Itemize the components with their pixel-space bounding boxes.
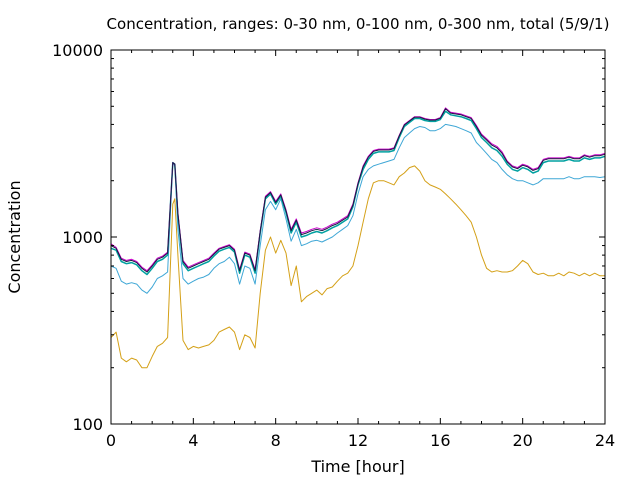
series-line-1	[110, 165, 605, 369]
x-tick-label: 16	[430, 431, 450, 450]
x-tick-label: 8	[271, 431, 281, 450]
y-axis-label: Concentration	[5, 180, 24, 293]
plot-frame	[110, 49, 606, 425]
x-tick-label: 24	[595, 431, 615, 450]
series-line-5	[110, 108, 606, 273]
y-axis-ticks: 100 1000 10000	[52, 41, 605, 434]
plot-lines	[110, 107, 606, 369]
x-axis-label: Time [hour]	[310, 457, 404, 476]
series-line-2	[110, 123, 606, 294]
x-axis-ticks: 0 4 8 12 16 20 24	[106, 50, 615, 450]
chart-title: Concentration, ranges: 0-30 nm, 0-100 nm…	[107, 15, 610, 33]
y-tick-label: 100	[72, 415, 103, 434]
x-tick-label: 20	[512, 431, 532, 450]
x-tick-label: 12	[348, 431, 368, 450]
x-tick-label: 4	[188, 431, 198, 450]
x-tick-label: 0	[106, 431, 116, 450]
y-tick-label: 1000	[62, 228, 103, 247]
y-tick-label: 10000	[52, 41, 103, 60]
